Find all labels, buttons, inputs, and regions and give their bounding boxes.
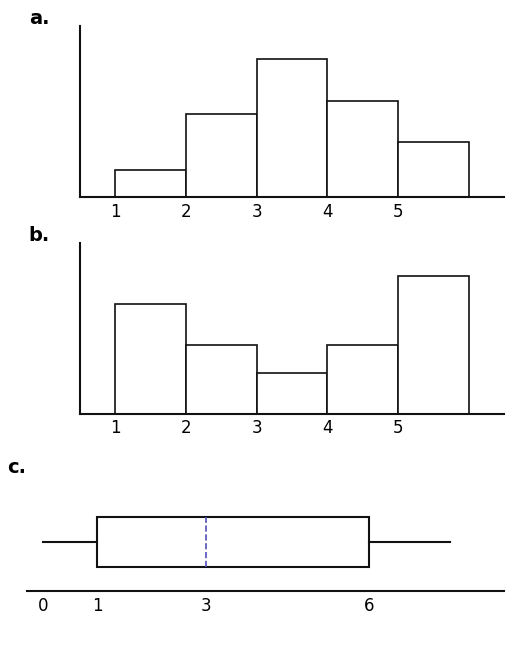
Text: a.: a. bbox=[29, 9, 49, 28]
Bar bbox=[398, 142, 469, 197]
Bar bbox=[115, 304, 186, 414]
Bar bbox=[115, 170, 186, 197]
Bar bbox=[186, 345, 256, 414]
Bar bbox=[398, 276, 469, 414]
Text: b.: b. bbox=[29, 226, 50, 245]
Text: c.: c. bbox=[7, 459, 27, 477]
Bar bbox=[186, 114, 256, 197]
Bar bbox=[328, 101, 398, 197]
Bar bbox=[97, 518, 369, 566]
Bar bbox=[256, 59, 328, 197]
Bar bbox=[256, 373, 328, 414]
Bar bbox=[328, 345, 398, 414]
